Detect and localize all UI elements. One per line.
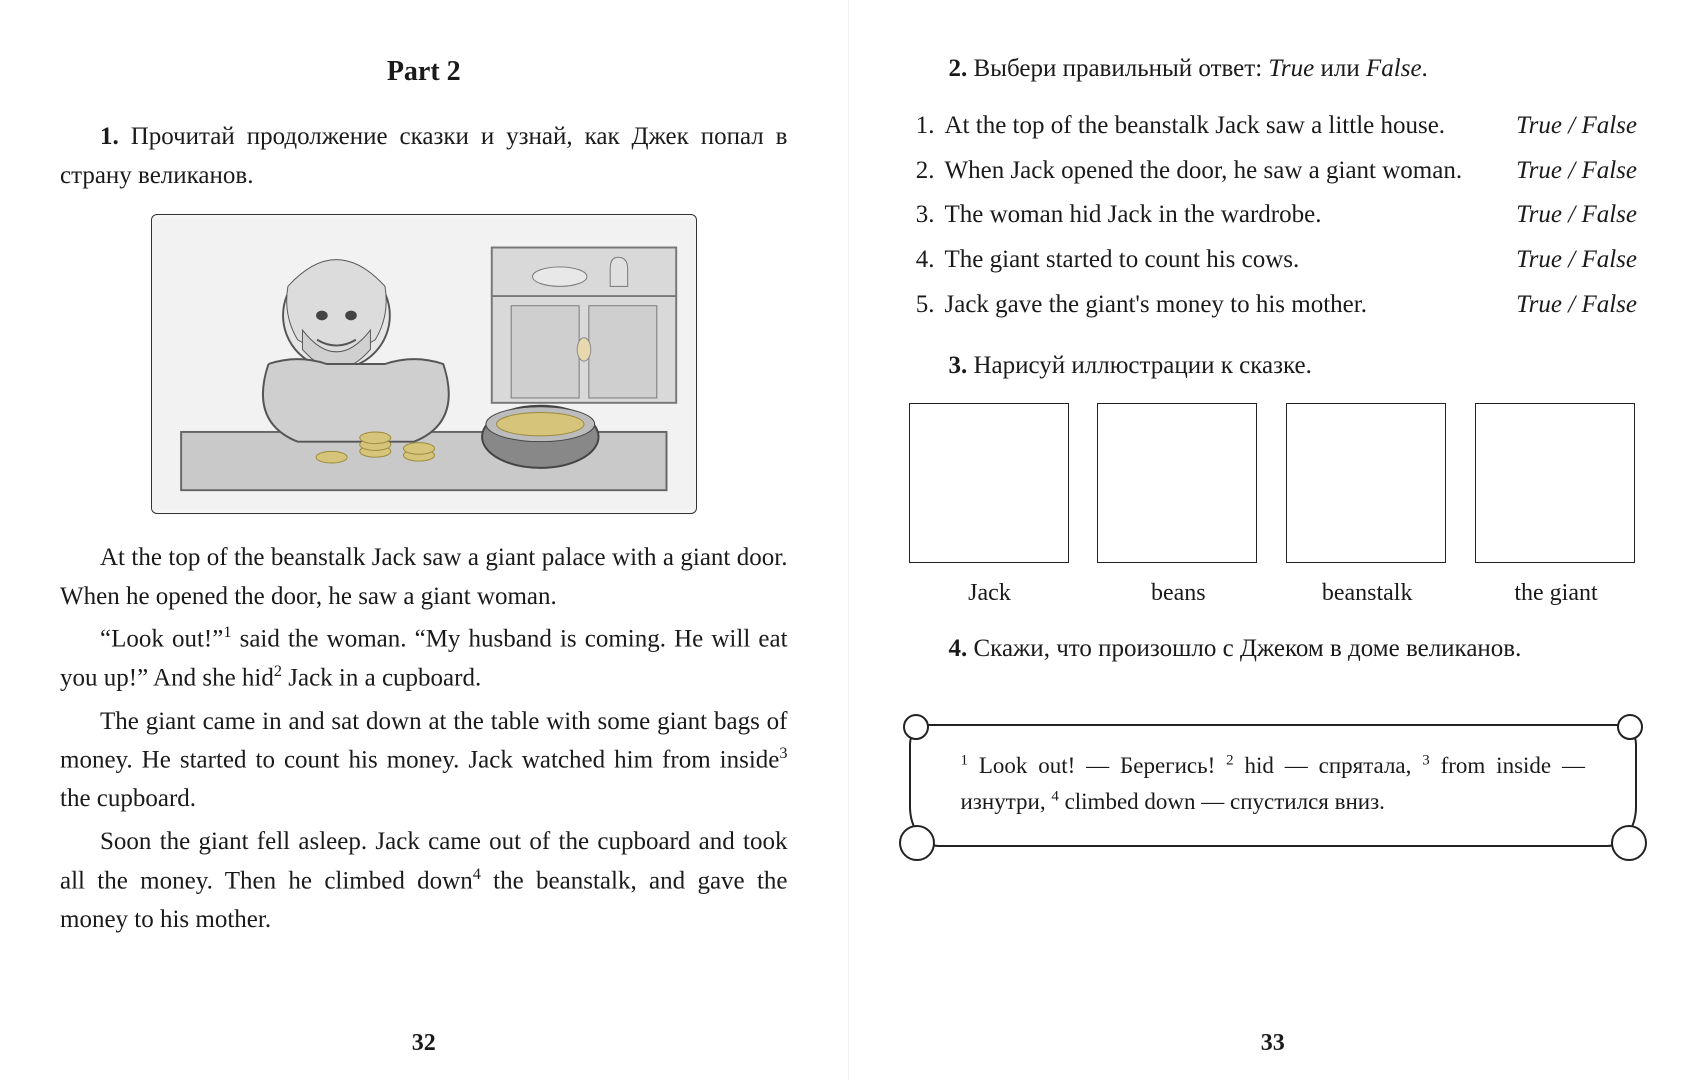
tf-row-4: 4. The giant started to count his cows. …: [909, 241, 1638, 280]
story-paragraph-1: At the top of the beanstalk Jack saw a g…: [60, 539, 788, 617]
page-right: 2. Выбери правильный ответ: True или Fal…: [849, 0, 1697, 1080]
story-paragraph-4: Soon the giant fell asleep. Jack came ou…: [60, 823, 788, 940]
draw-square[interactable]: [1097, 403, 1257, 563]
draw-square[interactable]: [1286, 403, 1446, 563]
tf-row-5: 5. Jack gave the giant's money to his mo…: [909, 286, 1638, 325]
draw-label: beanstalk: [1286, 575, 1448, 612]
task-3-text: Нарисуй иллюстрации к сказке.: [974, 352, 1312, 379]
draw-label: beans: [1097, 575, 1259, 612]
tf-options[interactable]: True / False: [1487, 286, 1637, 325]
tf-number: 1.: [909, 107, 945, 146]
footnote-1-num: 1: [961, 753, 968, 769]
footnote-ref-2: 2: [274, 662, 282, 680]
footnote-1-text: Look out! — Берегись!: [968, 753, 1226, 778]
task-1: 1. Прочитай продолжение сказки и узнай, …: [60, 118, 788, 196]
footnote-2-text: hid — спрятала,: [1234, 753, 1423, 778]
page-number-right: 33: [849, 1025, 1697, 1062]
story-text: At the top of the beanstalk Jack saw a g…: [60, 539, 788, 940]
scroll-curl-icon: [903, 714, 929, 740]
task-1-number: 1.: [100, 123, 119, 150]
footnotes-scroll: 1 Look out! — Берегись! 2 hid — спрятала…: [909, 724, 1638, 847]
tf-number: 4.: [909, 241, 945, 280]
part-title: Part 2: [60, 50, 788, 93]
drawing-boxes: Jack beans beanstalk the giant: [909, 403, 1638, 612]
tf-options[interactable]: True / False: [1487, 241, 1637, 280]
true-false-list: 1. At the top of the beanstalk Jack saw …: [909, 107, 1638, 325]
draw-square[interactable]: [1475, 403, 1635, 563]
task-3: 3. Нарисуй иллюстрации к сказке.: [909, 347, 1638, 386]
story-paragraph-3: The giant came in and sat down at the ta…: [60, 703, 788, 820]
tf-row-2: 2. When Jack opened the door, he saw a g…: [909, 152, 1638, 191]
tf-row-3: 3. The woman hid Jack in the wardrobe. T…: [909, 196, 1638, 235]
story-paragraph-2: “Look out!”1 said the woman. “My husband…: [60, 620, 788, 698]
draw-box-beans: beans: [1097, 403, 1259, 612]
footnote-4-text: climbed down — спустился вниз.: [1059, 789, 1385, 814]
task-4-text: Скажи, что произошло с Джеком в доме вел…: [974, 635, 1522, 662]
task-2: 2. Выбери правильный ответ: True или Fal…: [909, 50, 1638, 89]
task-3-number: 3.: [949, 352, 968, 379]
task-4: 4. Скажи, что произошло с Джеком в доме …: [909, 630, 1638, 669]
tf-options[interactable]: True / False: [1487, 107, 1637, 146]
story-illustration: [151, 214, 697, 514]
draw-box-beanstalk: beanstalk: [1286, 403, 1448, 612]
draw-square[interactable]: [909, 403, 1069, 563]
draw-box-giant: the giant: [1475, 403, 1637, 612]
tf-number: 5.: [909, 286, 945, 325]
tf-row-1: 1. At the top of the beanstalk Jack saw …: [909, 107, 1638, 146]
tf-number: 3.: [909, 196, 945, 235]
task-2-number: 2.: [949, 55, 968, 82]
footnote-2-num: 2: [1226, 753, 1233, 769]
scroll-curl-icon: [1617, 714, 1643, 740]
task-2-text: Выбери правильный ответ: True или False.: [974, 55, 1428, 82]
tf-options[interactable]: True / False: [1487, 196, 1637, 235]
task-4-number: 4.: [949, 635, 968, 662]
tf-statement: Jack gave the giant's money to his mothe…: [945, 286, 1488, 325]
page-left: Part 2 1. Прочитай продолжение сказки и …: [0, 0, 849, 1080]
draw-box-jack: Jack: [909, 403, 1071, 612]
tf-statement: When Jack opened the door, he saw a gian…: [945, 152, 1488, 191]
footnote-4-num: 4: [1051, 788, 1058, 804]
tf-statement: The woman hid Jack in the wardrobe.: [945, 196, 1488, 235]
footnote-ref-4: 4: [473, 865, 481, 883]
task-1-text: Прочитай продолжение сказки и узнай, как…: [60, 123, 788, 189]
footnote-ref-3: 3: [779, 744, 787, 762]
footnote-3-num: 3: [1422, 753, 1429, 769]
page-number-left: 32: [0, 1025, 848, 1062]
giant-at-table-icon: [152, 215, 696, 513]
draw-label: Jack: [909, 575, 1071, 612]
draw-label: the giant: [1475, 575, 1637, 612]
tf-number: 2.: [909, 152, 945, 191]
tf-statement: At the top of the beanstalk Jack saw a l…: [945, 107, 1488, 146]
tf-options[interactable]: True / False: [1487, 152, 1637, 191]
tf-statement: The giant started to count his cows.: [945, 241, 1488, 280]
